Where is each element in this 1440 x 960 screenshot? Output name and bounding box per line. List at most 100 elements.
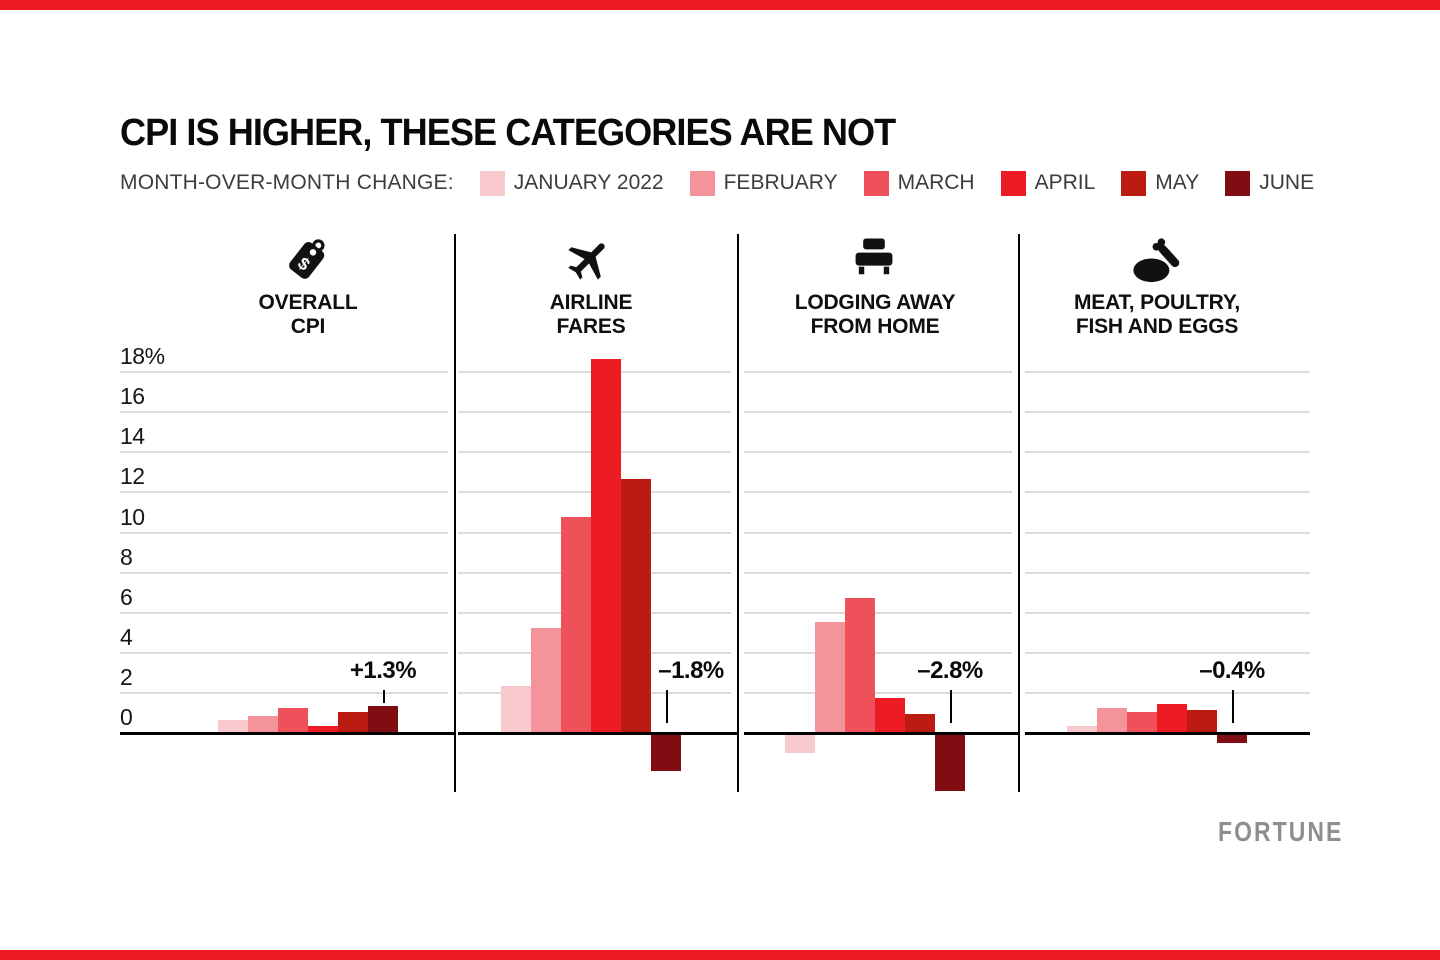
bed-icon — [848, 234, 900, 287]
bar-may — [338, 712, 368, 732]
bar-march — [1127, 712, 1157, 732]
annotation-label: –0.4% — [1199, 657, 1265, 684]
gridline — [744, 612, 1012, 614]
panel-title-line: OVERALL — [258, 291, 358, 314]
panel-title: AIRLINE FARES — [431, 291, 751, 339]
bar-march — [845, 598, 875, 732]
gridline — [744, 371, 1012, 373]
panel-title: MEAT, POULTRY, FISH AND EGGS — [997, 291, 1317, 339]
bar-april — [1157, 704, 1187, 732]
price-tag-icon: $ — [281, 234, 333, 291]
fortune-logo: FORTUNE — [1218, 816, 1344, 847]
gridline — [120, 491, 448, 493]
gridline — [1025, 532, 1310, 534]
gridline — [744, 572, 1012, 574]
y-axis-tick-label: 10 — [120, 504, 145, 530]
legend-label: JUNE — [1259, 171, 1315, 194]
legend-swatch — [1225, 170, 1251, 196]
legend-item-may: MAY — [1121, 170, 1200, 196]
y-axis-tick-label: 4 — [120, 624, 133, 650]
gridline — [120, 532, 448, 534]
gridline — [1025, 451, 1310, 453]
annotation-pointer-line — [950, 690, 952, 723]
bar-january-2022 — [218, 720, 248, 732]
zero-baseline — [744, 732, 1018, 735]
gridline — [120, 652, 448, 654]
y-axis-tick-label: 18% — [120, 343, 165, 369]
gridline — [1025, 411, 1310, 413]
legend-swatch — [1000, 170, 1026, 196]
gridline — [120, 572, 448, 574]
bar-june — [1217, 735, 1247, 743]
bar-june — [368, 706, 398, 732]
panel-title-line: FARES — [556, 315, 626, 338]
chart-title: CPI IS HIGHER, THESE CATEGORIES ARE NOT — [120, 112, 896, 154]
gridline — [120, 692, 448, 694]
gridline — [1025, 572, 1310, 574]
gridline — [1025, 692, 1310, 694]
y-axis-tick-label: 6 — [120, 584, 133, 610]
bar-may — [905, 714, 935, 732]
gridline — [120, 371, 448, 373]
bar-june — [935, 735, 965, 791]
panel-title-line: AIRLINE — [549, 291, 633, 314]
legend-label: APRIL — [1034, 171, 1096, 194]
y-axis-tick-label: 0 — [120, 704, 133, 730]
legend-swatch — [863, 170, 889, 196]
annotation-label: –2.8% — [917, 657, 983, 684]
panel-divider — [1018, 234, 1020, 792]
legend-item-april: APRIL — [1000, 170, 1096, 196]
legend-item-january-2022: JANUARY 2022 — [479, 170, 664, 196]
bar-march — [561, 517, 591, 732]
bar-april — [308, 726, 338, 732]
legend-label: MAY — [1155, 171, 1200, 194]
gridline — [120, 612, 448, 614]
poultry-icon — [1130, 234, 1184, 289]
zero-baseline — [120, 732, 454, 735]
gridline — [744, 451, 1012, 453]
zero-baseline — [458, 732, 737, 735]
annotation-label: +1.3% — [349, 657, 417, 684]
gridline — [1025, 612, 1310, 614]
gridline — [120, 411, 448, 413]
legend-item-june: JUNE — [1225, 170, 1315, 196]
legend-label: FEBRUARY — [723, 171, 838, 194]
y-axis-tick-label: 16 — [120, 383, 145, 409]
annotation-pointer-line — [666, 690, 668, 723]
bar-april — [591, 359, 621, 732]
bar-may — [1187, 710, 1217, 732]
bar-april — [875, 698, 905, 732]
gridline — [1025, 652, 1310, 654]
gridline — [1025, 491, 1310, 493]
y-axis-tick-label: 14 — [120, 423, 145, 449]
panel-title-line: FROM HOME — [810, 315, 940, 338]
legend-item-february: FEBRUARY — [689, 170, 838, 196]
y-axis-tick-label: 12 — [120, 463, 145, 489]
panel-title: OVERALL CPI — [148, 291, 468, 339]
bar-february — [531, 628, 561, 732]
bar-january-2022 — [1067, 726, 1097, 732]
panel-title-line: FISH AND EGGS — [1075, 315, 1239, 338]
annotation-pointer-line — [383, 690, 385, 703]
bar-february — [815, 622, 845, 732]
panel-divider — [737, 234, 739, 792]
y-axis-tick-label: 8 — [120, 544, 133, 570]
annotation-label: –1.8% — [658, 657, 724, 684]
y-axis-tick-label: 2 — [120, 664, 133, 690]
bar-february — [1097, 708, 1127, 732]
bottom-accent-bar — [0, 950, 1440, 960]
gridline — [744, 491, 1012, 493]
bar-february — [248, 716, 278, 732]
panel-title-line: LODGING AWAY — [794, 291, 956, 314]
gridline — [744, 411, 1012, 413]
gridline — [1025, 371, 1310, 373]
legend-label: MARCH — [897, 171, 975, 194]
gridline — [744, 652, 1012, 654]
bar-june — [651, 735, 681, 771]
legend-swatch — [1121, 170, 1147, 196]
legend-swatch — [689, 170, 715, 196]
gridline — [744, 692, 1012, 694]
legend-swatch — [479, 170, 505, 196]
bar-january-2022 — [785, 735, 815, 753]
